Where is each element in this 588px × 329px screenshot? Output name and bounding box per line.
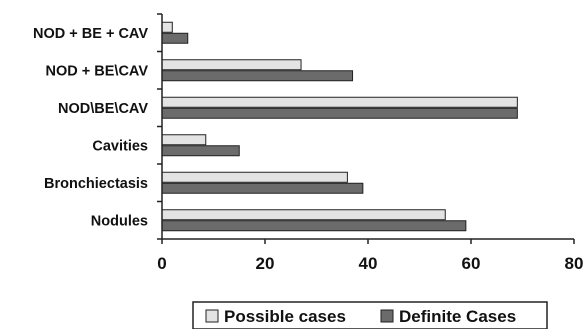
bar-possible-3 xyxy=(161,134,207,146)
y-axis-ticks xyxy=(157,13,162,240)
category-label-3: Cavities xyxy=(92,138,148,154)
x-tick-label-4: 80 xyxy=(565,254,584,273)
bar-definite-0 xyxy=(161,32,189,44)
x-tick-label-3: 60 xyxy=(462,254,481,273)
category-label-1: NOD + BE\CAV xyxy=(46,63,149,79)
bar-definite-4 xyxy=(161,182,364,194)
bar-definite-5 xyxy=(161,220,467,232)
legend-swatch-possible xyxy=(205,309,219,323)
bar-possible-4 xyxy=(161,171,348,183)
bar-possible-2 xyxy=(161,96,518,108)
bar-possible-1 xyxy=(161,59,302,71)
legend: Possible cases Definite Cases xyxy=(192,301,548,329)
category-labels: NOD + BE + CAV NOD + BE\CAV NOD\BE\CAV Cavi… xyxy=(33,26,148,230)
legend-label-definite: Definite Cases xyxy=(399,307,516,326)
bar-definite-3 xyxy=(161,145,240,157)
category-label-5: Nodules xyxy=(91,213,148,229)
legend-swatch-definite xyxy=(380,309,394,323)
x-axis-ticks: 0 20 40 60 80 xyxy=(157,239,583,273)
bar-definite-2 xyxy=(161,107,518,119)
bars-group xyxy=(161,21,518,232)
category-label-0: NOD + BE + CAV xyxy=(33,26,148,42)
x-tick-label-0: 0 xyxy=(157,254,166,273)
legend-border xyxy=(192,301,548,329)
legend-label-possible: Possible cases xyxy=(224,307,346,326)
bar-possible-0 xyxy=(161,21,173,33)
x-tick-label-2: 40 xyxy=(359,254,378,273)
bar-possible-5 xyxy=(161,209,446,221)
x-tick-label-1: 20 xyxy=(256,254,275,273)
bar-definite-1 xyxy=(161,70,354,82)
category-label-4: Bronchiectasis xyxy=(44,176,148,192)
category-label-2: NOD\BE\CAV xyxy=(58,101,148,117)
